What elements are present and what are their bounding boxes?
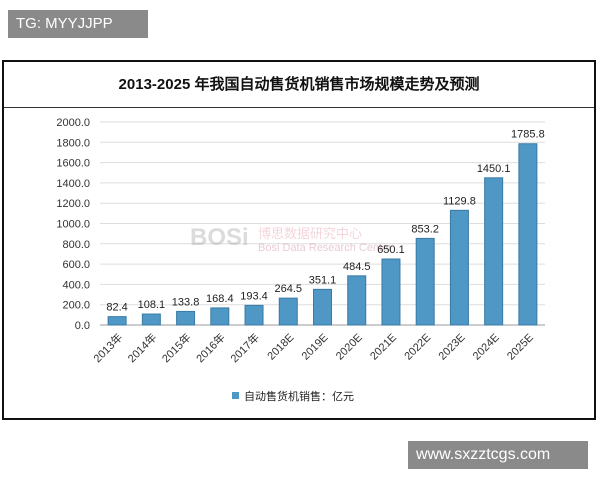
- chart-title: 2013-2025 年我国自动售货机销售市场规模走势及预测: [4, 62, 594, 108]
- data-label: 351.1: [309, 274, 337, 286]
- data-label: 484.5: [343, 261, 371, 273]
- chart-frame: 2013-2025 年我国自动售货机销售市场规模走势及预测: [2, 60, 596, 420]
- x-tick-label: 2024E: [471, 332, 502, 363]
- data-label: 108.1: [138, 299, 166, 311]
- x-tick-label: 2019E: [300, 332, 331, 363]
- bar: [141, 313, 161, 326]
- bar: [449, 209, 469, 326]
- y-tick-label: 400.0: [62, 279, 90, 291]
- y-tick-label: 600.0: [62, 259, 90, 271]
- y-tick-label: 800.0: [62, 239, 90, 251]
- legend-swatch: [232, 392, 239, 399]
- bar: [518, 143, 538, 326]
- x-tick-label: 2021E: [368, 332, 399, 363]
- y-tick-label: 1600.0: [56, 158, 90, 170]
- y-tick-label: 1000.0: [56, 219, 90, 231]
- data-label: 1129.8: [443, 195, 476, 207]
- bar: [381, 258, 401, 326]
- data-label: 264.5: [275, 283, 303, 295]
- data-label: 650.1: [377, 244, 405, 256]
- watermark-cn: 博思数据研究中心: [258, 226, 362, 241]
- x-tick-label: 2020E: [334, 332, 365, 363]
- watermark-logo: BOSi: [190, 224, 249, 251]
- y-tick-label: 1800.0: [56, 137, 90, 149]
- data-label: 1450.1: [477, 163, 511, 175]
- watermark: BOSi 博思数据研究中心 Bosi Data Research Center: [190, 224, 392, 254]
- bar: [210, 307, 230, 326]
- bar: [107, 316, 127, 326]
- x-tick-label: 2013年: [90, 330, 125, 365]
- y-tick-label: 1400.0: [56, 178, 90, 190]
- watermark-en: Bosi Data Research Center: [258, 242, 392, 254]
- bar: [484, 177, 504, 326]
- y-tick-label: 2000.0: [56, 117, 90, 129]
- y-tick-label: 200.0: [62, 300, 90, 312]
- bottom-right-badge: www.sxzztcgs.com: [408, 441, 588, 469]
- bar: [244, 304, 264, 326]
- data-label: 853.2: [411, 223, 439, 235]
- x-tick-label: 2022E: [402, 332, 433, 363]
- x-tick-label: 2025E: [505, 332, 536, 363]
- x-tick-label: 2015年: [159, 330, 194, 365]
- bar: [415, 237, 435, 326]
- bar: [176, 310, 196, 326]
- bar: [347, 275, 367, 326]
- y-tick-label: 1200.0: [56, 198, 90, 210]
- data-label: 168.4: [206, 293, 234, 305]
- top-left-badge: TG: MYYJJPP: [8, 10, 148, 38]
- bar: [278, 297, 298, 326]
- data-label: 82.4: [106, 302, 127, 314]
- y-tick-label: 0.0: [75, 320, 90, 332]
- x-tick-label: 2016年: [193, 330, 228, 365]
- legend-label: 自动售货机销售：亿元: [244, 389, 354, 403]
- data-label: 1785.8: [511, 129, 545, 141]
- x-tick-label: 2023E: [437, 332, 468, 363]
- x-tick-label: 2014年: [124, 330, 159, 365]
- legend: 自动售货机销售：亿元: [232, 389, 354, 403]
- x-tick-label: 2017年: [227, 330, 262, 365]
- x-tick-label: 2018E: [265, 332, 296, 363]
- data-label: 193.4: [240, 290, 268, 302]
- data-label: 133.8: [172, 296, 200, 308]
- bar: [313, 288, 332, 326]
